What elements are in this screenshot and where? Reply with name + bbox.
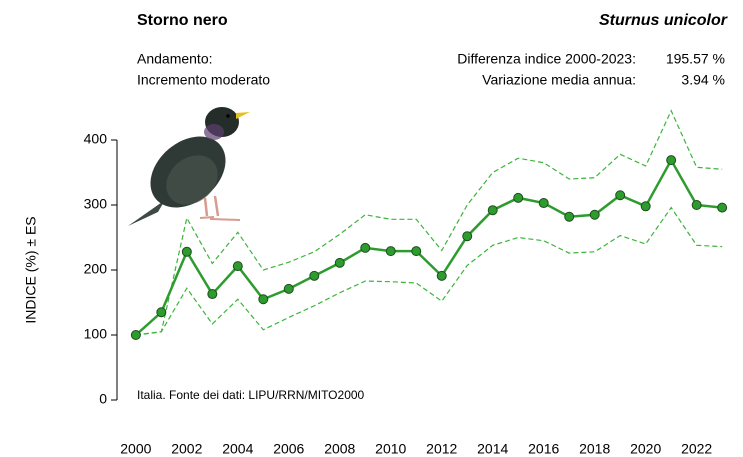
data-point [283, 283, 294, 294]
chart-subtitle: Sturnus unicolor [599, 12, 728, 29]
data-point [207, 289, 218, 300]
data-point [309, 270, 320, 281]
y-axis-label: INDICE (%) ± ES [23, 216, 39, 323]
x-tick-label: 2014 [477, 441, 508, 457]
index-line [135, 157, 723, 336]
x-tick-label: 2002 [171, 441, 202, 457]
x-tick-label: 2012 [426, 441, 457, 457]
data-point [334, 257, 345, 268]
data-point [258, 294, 269, 305]
data-point [385, 246, 396, 257]
data-point [487, 205, 498, 216]
y-tick-label: 200 [84, 261, 108, 277]
x-tick-label: 2020 [630, 441, 661, 457]
data-point [360, 242, 371, 253]
data-point [436, 270, 447, 281]
chart-title: Storno nero [137, 12, 228, 29]
y-tick-label: 100 [84, 326, 108, 342]
bird-illustration [128, 107, 250, 226]
stat-label: Variazione media annua: [482, 72, 636, 88]
data-point [691, 200, 702, 210]
x-tick-label: 2022 [681, 441, 712, 457]
stat-value: 195.57 % [666, 51, 725, 67]
data-point [640, 201, 651, 212]
data-point [564, 211, 575, 222]
x-tick-label: 2006 [273, 441, 304, 457]
data-point [130, 330, 141, 340]
error-band-line [135, 206, 723, 336]
data-point [181, 246, 192, 257]
x-tick-label: 2018 [579, 441, 610, 457]
y-tick-label: 400 [84, 131, 108, 147]
x-tick-label: 2010 [375, 441, 406, 457]
x-tick-label: 2016 [528, 441, 559, 457]
error-band-line [135, 109, 723, 336]
y-tick-label: 0 [99, 391, 107, 407]
data-point [232, 261, 243, 272]
data-point [589, 209, 600, 220]
data-point [615, 190, 626, 201]
data-point [513, 192, 524, 203]
stat-value: 3.94 % [681, 72, 725, 88]
source-note: Italia. Fonte dei dati: LIPU/RRN/MITO200… [137, 388, 365, 402]
data-point [538, 198, 549, 209]
data-point [462, 231, 473, 242]
stat-label: Differenza indice 2000-2023: [457, 51, 636, 67]
x-tick-label: 2008 [324, 441, 355, 457]
data-point [411, 246, 422, 257]
data-point [156, 307, 167, 318]
x-tick-label: 2000 [120, 441, 151, 457]
trend-value: Incremento moderato [137, 72, 270, 88]
data-point [717, 202, 728, 213]
y-tick-label: 300 [84, 196, 108, 212]
x-tick-label: 2004 [222, 441, 253, 457]
trend-label: Andamento: [137, 51, 213, 67]
data-point [666, 155, 677, 166]
